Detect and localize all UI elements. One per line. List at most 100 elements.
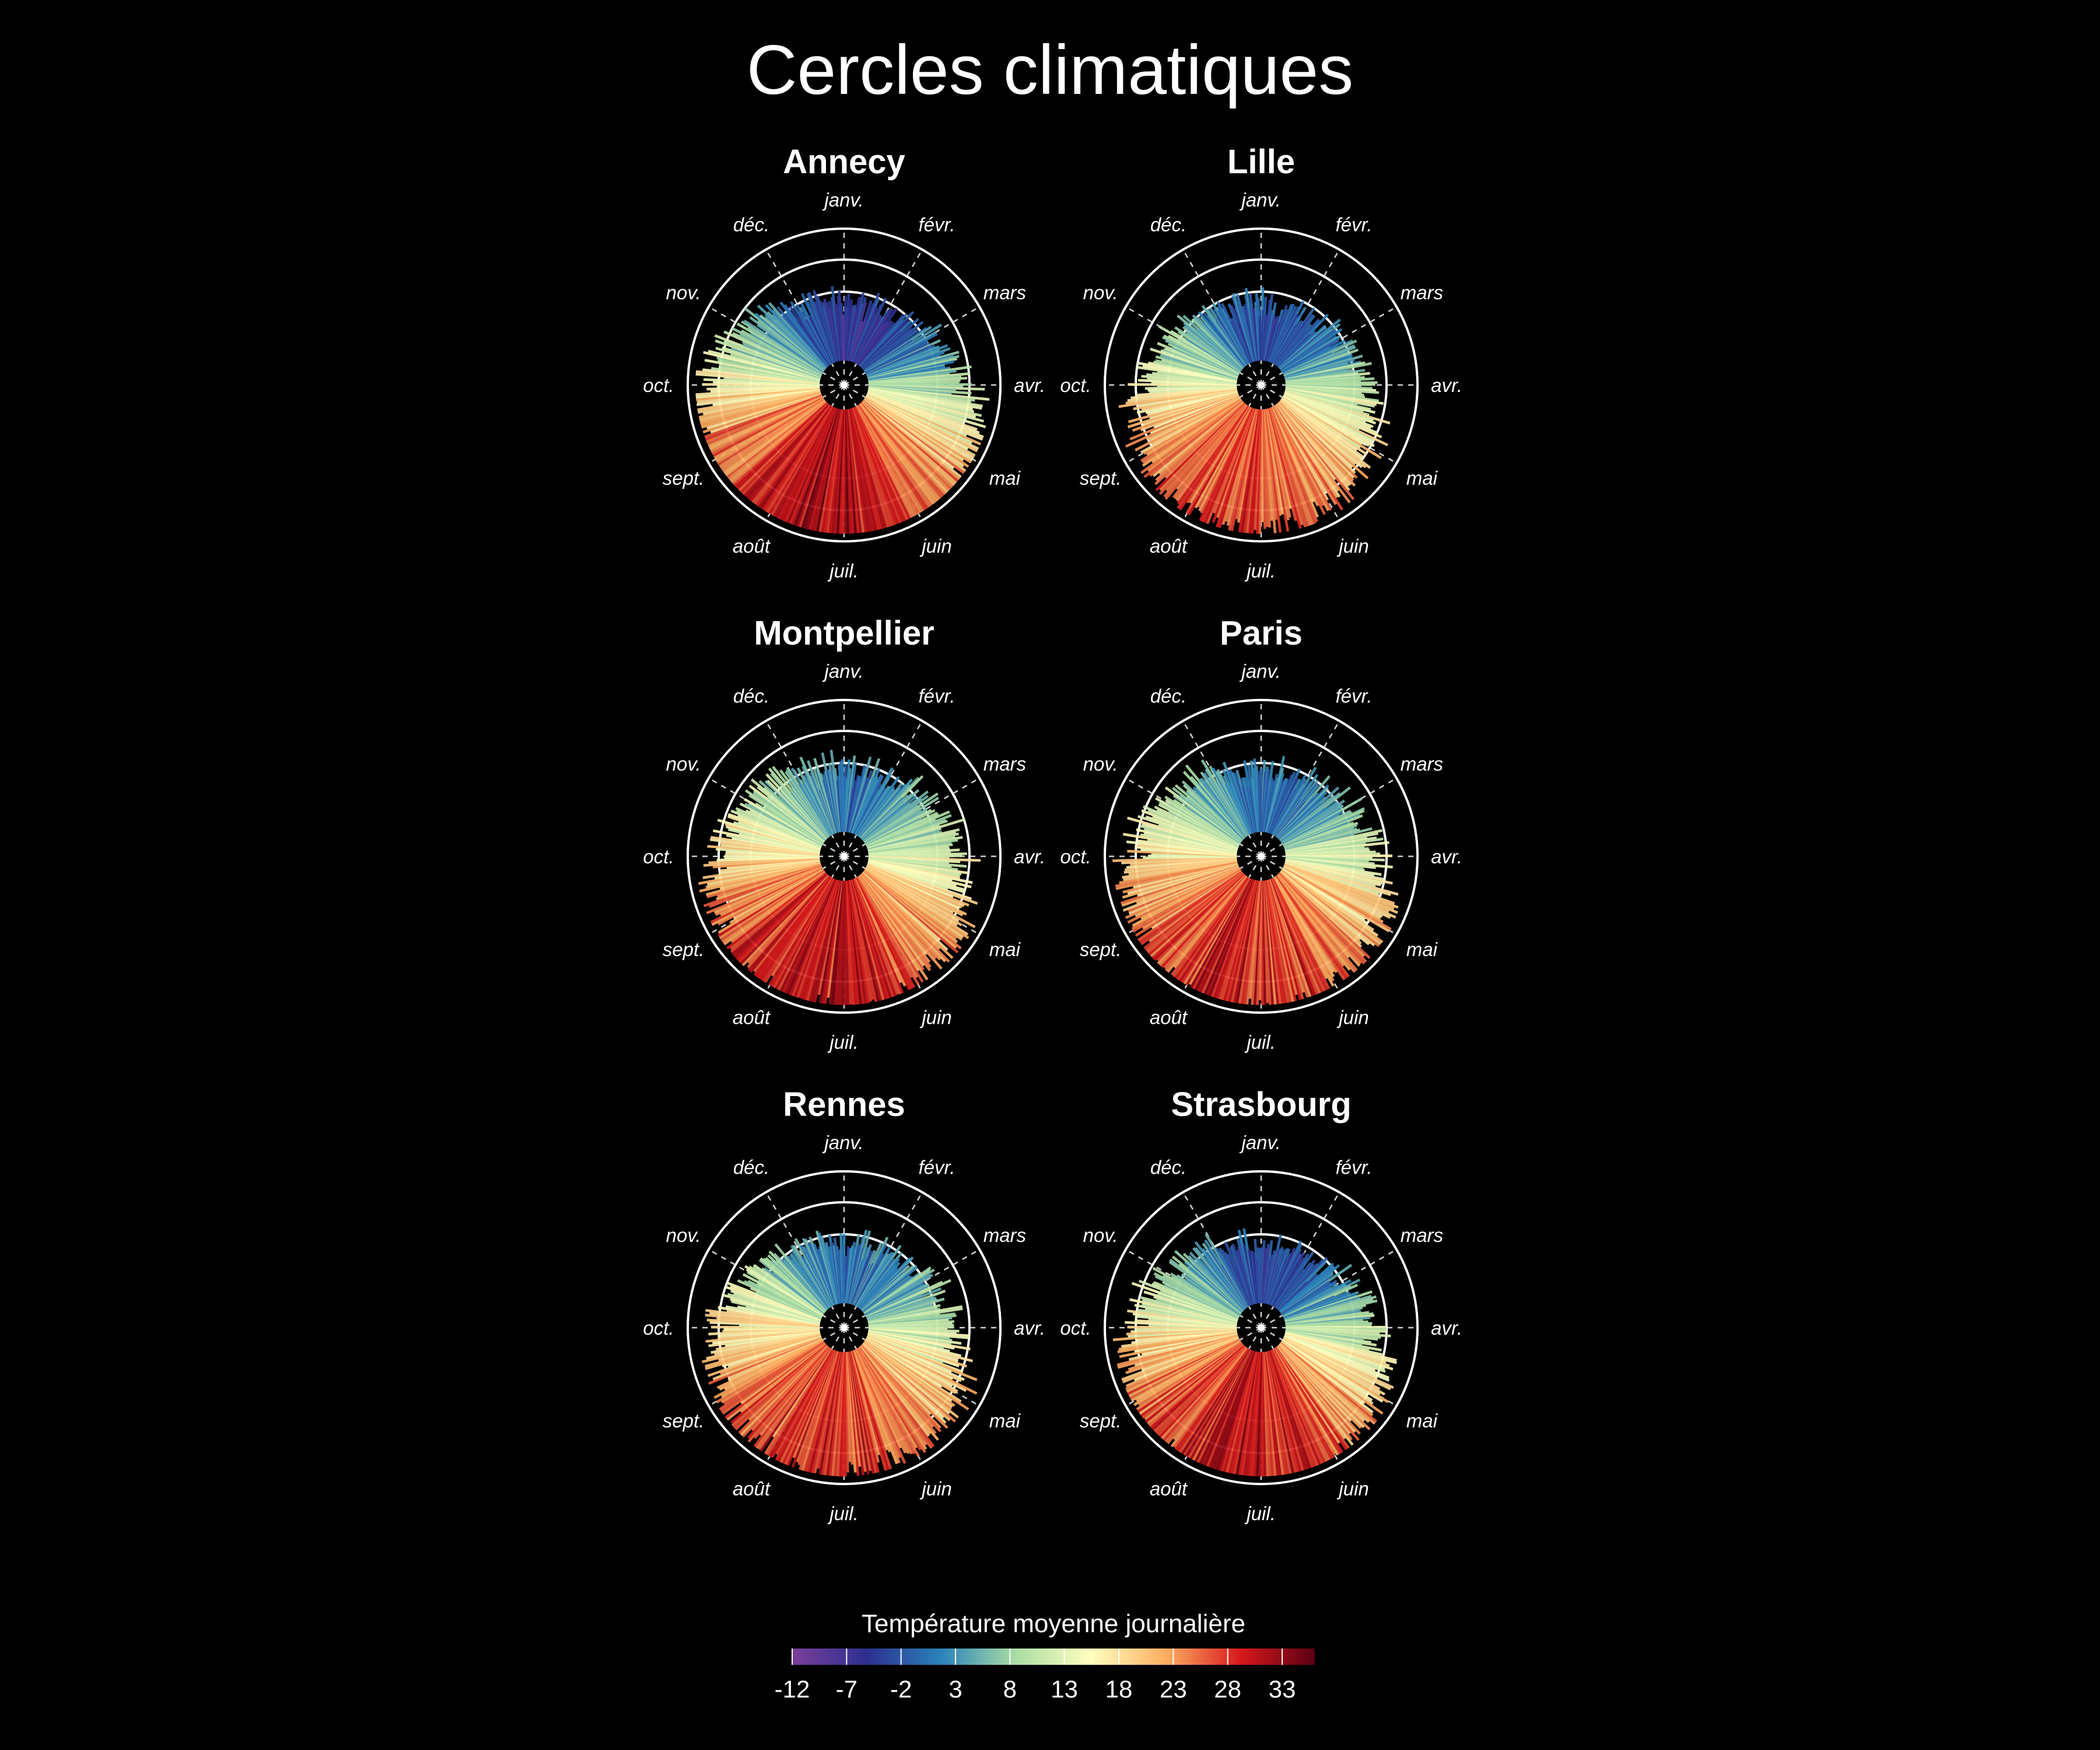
month-label: nov.: [666, 1224, 701, 1246]
month-label: oct.: [1060, 846, 1091, 867]
month-label: août: [1150, 1006, 1188, 1028]
month-label: juin: [1336, 535, 1368, 556]
subplot-montpellier: Montpellier janv. févr. mars avr. mai juin juil…: [643, 614, 1045, 1053]
subplot-lille: Lille janv. févr. mars avr. mai juin juil. août s…: [1060, 143, 1462, 582]
subplot-paris: Paris janv. févr. mars avr. mai juin juil. août s…: [1060, 614, 1462, 1053]
grid-ring: [687, 699, 1002, 1014]
month-label: déc.: [733, 685, 769, 707]
daily-bars: [698, 750, 981, 1006]
subplot-title: Annecy: [783, 143, 905, 181]
grid-ring: [1104, 699, 1419, 1014]
subplots-group: Annecy janv. févr. mars avr. mai juin juil. août…: [643, 143, 1462, 1524]
colorbar-legend: Température moyenne journalière -12 -7 -2 3 8…: [775, 1609, 1315, 1703]
center-point: [1258, 853, 1265, 860]
month-label: sept.: [663, 939, 705, 960]
month-label: déc.: [1150, 214, 1186, 236]
subplot-rennes: Rennes janv. févr. mars avr. mai juin juil. août…: [643, 1086, 1045, 1524]
daily-bar: [1258, 316, 1262, 361]
month-label: févr.: [919, 214, 956, 236]
subplot-annecy: Annecy janv. févr. mars avr. mai juin juil. août…: [643, 143, 1045, 582]
month-label: mai: [1406, 1410, 1438, 1432]
daily-bar: [1258, 1249, 1262, 1304]
month-label: juin: [919, 535, 951, 556]
month-label: févr.: [919, 685, 956, 707]
month-label: août: [733, 1006, 771, 1028]
colorbar-tick-label: -7: [836, 1675, 858, 1703]
month-label: oct.: [643, 846, 674, 867]
month-label: févr.: [1336, 685, 1373, 707]
month-label: oct.: [1060, 1317, 1091, 1339]
colorbar-tick-label: 23: [1160, 1675, 1187, 1703]
center-point: [841, 1324, 848, 1331]
month-label: janv.: [1239, 1132, 1280, 1153]
subplot-title: Rennes: [783, 1086, 905, 1124]
month-label: août: [733, 535, 771, 556]
grid-ring: [1104, 1170, 1419, 1485]
daily-bars: [695, 286, 990, 534]
daily-bar: [1258, 771, 1262, 832]
daily-bar: [841, 314, 845, 361]
month-label: juin: [1336, 1478, 1368, 1499]
month-label: avr.: [1014, 1317, 1045, 1339]
month-label: mai: [1406, 939, 1438, 960]
colorbar-tick-label: 3: [949, 1675, 962, 1703]
month-label: juil.: [827, 1031, 859, 1053]
month-label: août: [733, 1478, 771, 1499]
month-label: déc.: [733, 1157, 769, 1178]
month-label: mars: [1401, 753, 1443, 775]
month-label: févr.: [1336, 1157, 1373, 1178]
month-label: déc.: [733, 214, 769, 236]
month-label: avr.: [1014, 846, 1045, 867]
month-label: avr.: [1014, 374, 1045, 396]
month-label: déc.: [1150, 685, 1186, 707]
grid-ring: [687, 1170, 1002, 1485]
month-label: nov.: [1083, 753, 1118, 775]
month-label: sept.: [1080, 467, 1122, 489]
month-label: oct.: [1060, 374, 1091, 396]
colorbar-tick-label: 13: [1051, 1675, 1078, 1703]
month-label: janv.: [1239, 660, 1280, 682]
month-label: nov.: [666, 282, 701, 303]
month-label: mars: [984, 1224, 1026, 1246]
colorbar: [792, 1648, 1315, 1665]
daily-bars: [701, 1230, 978, 1477]
month-label: juil.: [827, 560, 859, 582]
center-point: [841, 853, 848, 860]
month-label: juin: [919, 1006, 951, 1028]
colorbar-tick-label: -12: [775, 1675, 810, 1703]
subplot-title: Lille: [1227, 143, 1295, 181]
month-label: août: [1150, 535, 1188, 556]
month-label: mars: [1401, 282, 1443, 303]
daily-bars: [1112, 1228, 1397, 1477]
daily-bar: [841, 1246, 845, 1304]
colorbar-tick-label: 8: [1003, 1675, 1017, 1703]
center-point: [841, 382, 848, 388]
month-label: nov.: [666, 753, 701, 775]
month-label: févr.: [1336, 214, 1373, 236]
month-label: juin: [1336, 1006, 1368, 1028]
legend-title: Température moyenne journalière: [862, 1609, 1245, 1638]
month-label: janv.: [822, 189, 863, 211]
subplot-title: Montpellier: [754, 614, 934, 652]
month-label: mai: [989, 1410, 1021, 1432]
month-label: mars: [984, 282, 1026, 303]
month-label: févr.: [919, 1157, 956, 1178]
subplot-strasbourg: Strasbourg janv. févr. mars avr. mai juin juil.…: [1060, 1086, 1462, 1524]
month-label: avr.: [1431, 846, 1462, 867]
month-label: juil.: [1244, 560, 1276, 582]
month-label: janv.: [822, 1132, 863, 1153]
month-label: juil.: [1244, 1031, 1276, 1053]
month-label: mars: [1401, 1224, 1443, 1246]
month-label: juin: [919, 1478, 951, 1499]
center-point: [1258, 1324, 1265, 1331]
subplot-title: Paris: [1220, 614, 1303, 652]
subplot-title: Strasbourg: [1171, 1086, 1351, 1124]
month-label: avr.: [1431, 374, 1462, 396]
month-label: déc.: [1150, 1157, 1186, 1178]
month-label: mars: [984, 753, 1026, 775]
center-point: [1258, 382, 1265, 388]
month-label: sept.: [1080, 939, 1122, 960]
colorbar-tick-label: 18: [1105, 1675, 1133, 1703]
grid-ring: [687, 228, 1002, 542]
